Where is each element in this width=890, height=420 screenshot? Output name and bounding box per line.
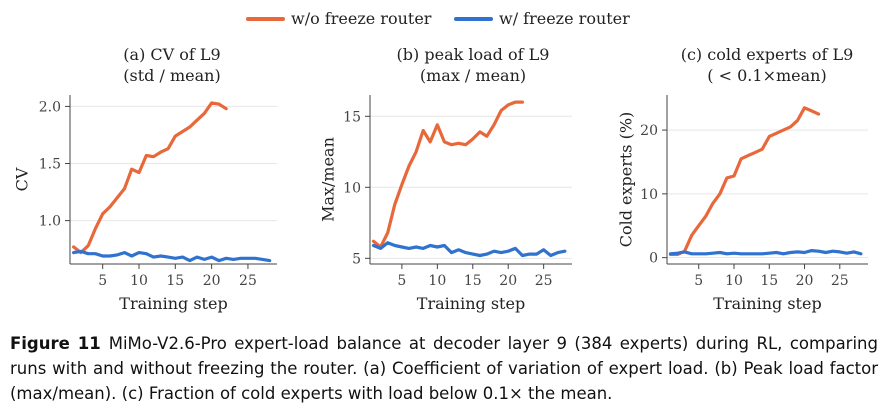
y-tick-label: 0 [649, 251, 658, 267]
y-tick-label: 5 [352, 251, 361, 267]
y-tick-label: 20 [640, 123, 658, 139]
x-axis-label: Training step [119, 294, 227, 313]
y-axis-label: CV [13, 167, 32, 191]
panel-title: (c) cold experts of L9 [681, 45, 854, 64]
panel-title: (a) CV of L9 [123, 45, 220, 64]
x-tick-label: 10 [130, 273, 148, 289]
x-tick-label: 20 [499, 273, 517, 289]
x-tick-label: 20 [796, 273, 814, 289]
y-tick-label: 10 [640, 187, 658, 203]
series-line-wo-freeze [668, 106, 821, 256]
x-tick-label: 15 [464, 273, 482, 289]
y-axis-label: Max/mean [319, 137, 338, 222]
y-tick-label: 1.0 [39, 214, 61, 230]
legend-label: w/ freeze router [499, 9, 630, 28]
figure-caption: Figure 11 MiMo-V2.6-Pro expert-load balan… [10, 331, 878, 406]
y-tick-label: 15 [343, 109, 361, 125]
y-tick-label: 10 [343, 180, 361, 196]
legend: w/o freeze router w/ freeze router [246, 9, 630, 28]
series-line-w-freeze [371, 241, 567, 258]
y-tick-label: 2.0 [39, 99, 61, 115]
y-tick-label: 1.5 [39, 157, 61, 173]
series-line-wo-freeze [371, 100, 525, 249]
caption-label: Figure 11 [10, 334, 101, 353]
panel-subtitle: (max / mean) [420, 66, 526, 85]
panel-title: (b) peak load of L9 [397, 45, 550, 64]
series-line-w-freeze [668, 249, 863, 256]
panel-subtitle: ( < 0.1×mean) [707, 66, 826, 85]
x-tick-label: 25 [831, 273, 849, 289]
x-axis-label: Training step [713, 294, 821, 313]
x-tick-label: 15 [760, 273, 778, 289]
x-tick-label: 20 [203, 273, 221, 289]
x-tick-label: 10 [725, 273, 743, 289]
x-axis-label: Training step [417, 294, 525, 313]
series-line-w-freeze [71, 249, 272, 263]
x-tick-label: 5 [98, 273, 107, 289]
legend-label: w/o freeze router [291, 9, 432, 28]
x-tick-label: 5 [694, 273, 703, 289]
x-tick-label: 5 [397, 273, 406, 289]
panel-subtitle: (std / mean) [123, 66, 220, 85]
panel-1: 1.0 1.5 2.0 5 10 15 20 25 (a) CV of L9 (std / mea… [13, 45, 277, 313]
caption-text: MiMo-V2.6-Pro expert-load balance at dec… [10, 334, 878, 403]
chart-figure: w/o freeze router w/ freeze router 1.0 1.5 2… [13, 9, 868, 313]
x-tick-label: 25 [239, 273, 257, 289]
x-tick-label: 15 [166, 273, 184, 289]
y-axis-label: Cold experts (%) [617, 112, 636, 248]
panel-2: 5 10 15 5 10 15 20 25 (b) peak load of L9 (max / … [319, 45, 572, 313]
series-line-wo-freeze [71, 101, 228, 255]
x-tick-label: 10 [428, 273, 446, 289]
panel-3: 0 10 20 5 10 15 20 25 (c) cold experts of L9 ( < … [617, 45, 868, 313]
x-tick-label: 25 [535, 273, 553, 289]
